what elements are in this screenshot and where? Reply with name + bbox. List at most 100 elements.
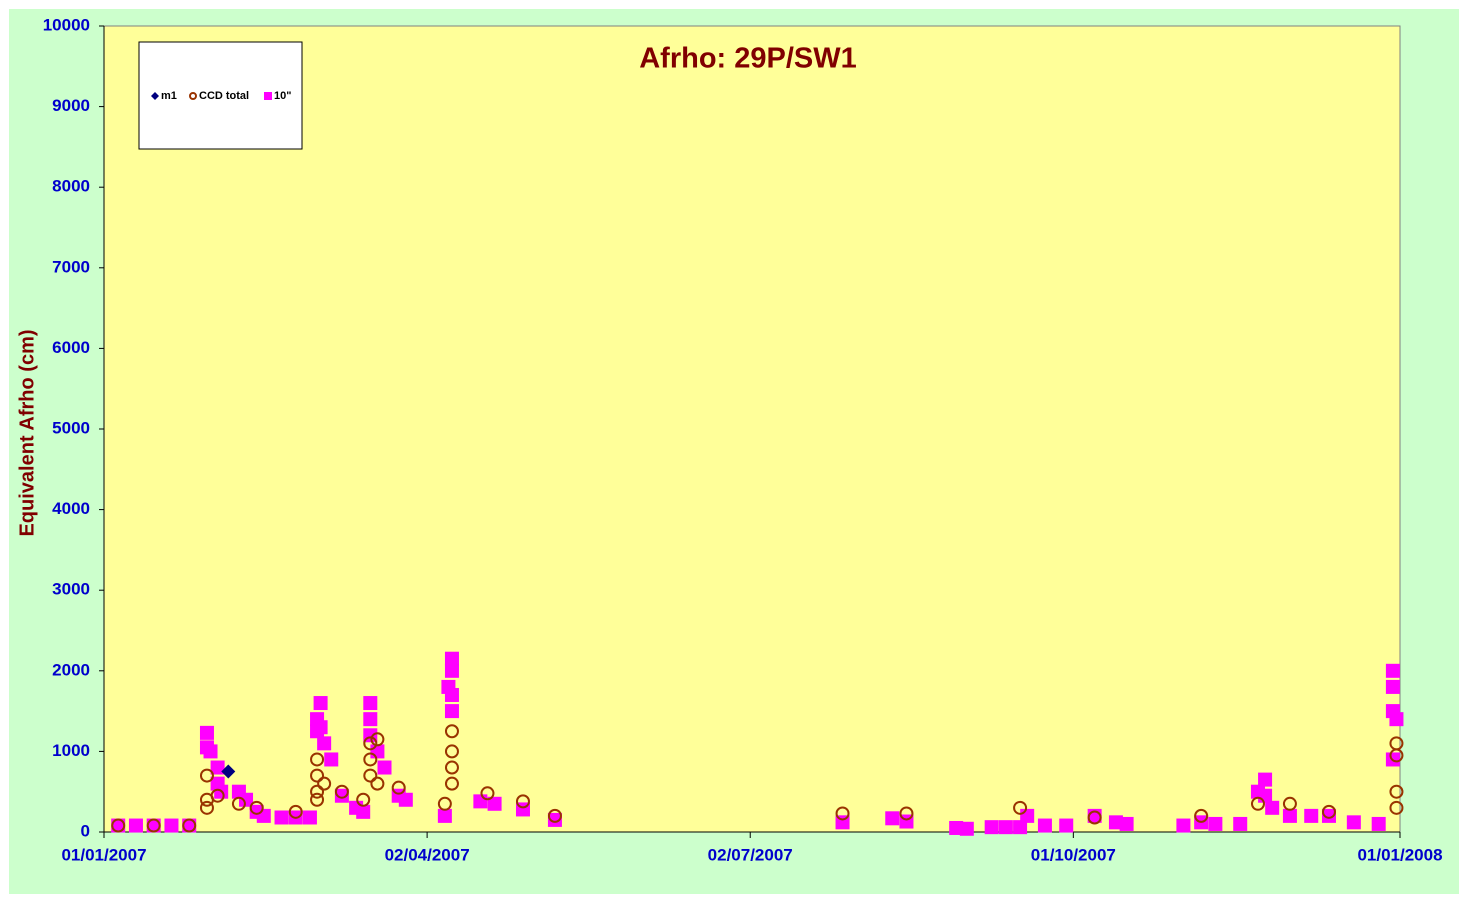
marker-square <box>182 818 197 833</box>
x-tick-label: 02/07/2007 <box>708 845 793 864</box>
marker-square <box>164 818 179 833</box>
chart-title: Afrho: 29P/SW1 <box>639 43 857 75</box>
marker-circle <box>1013 800 1028 815</box>
marker-square <box>1037 818 1052 833</box>
marker-circle <box>310 792 325 807</box>
marker-square <box>1258 772 1273 787</box>
marker-square <box>1176 818 1191 833</box>
y-tick-label: 2000 <box>52 660 90 679</box>
y-tick-label: 7000 <box>52 257 90 276</box>
marker-square <box>1282 808 1297 823</box>
marker-circle <box>1389 784 1404 799</box>
marker-square <box>210 760 225 775</box>
marker-circle <box>210 788 225 803</box>
marker-circle <box>231 796 246 811</box>
marker-circle <box>182 818 197 833</box>
marker-circle <box>363 752 378 767</box>
x-tick-label: 01/01/2008 <box>1357 845 1442 864</box>
legend-label: CCD total <box>199 90 249 102</box>
marker-square <box>274 810 289 825</box>
marker-square <box>1059 818 1074 833</box>
x-tick-label: 02/04/2007 <box>385 845 470 864</box>
marker-square <box>1321 808 1336 823</box>
marker-circle <box>334 784 349 799</box>
y-tick-label: 0 <box>81 821 90 840</box>
marker-circle <box>1321 804 1336 819</box>
marker-circle <box>444 724 459 739</box>
marker-square <box>1258 788 1273 803</box>
marker-square <box>487 796 502 811</box>
marker-square <box>1385 679 1400 694</box>
marker-square <box>444 687 459 702</box>
marker-square <box>1013 820 1028 835</box>
marker-circle <box>370 732 385 747</box>
marker-circle <box>444 776 459 791</box>
marker-square <box>473 794 488 809</box>
y-tick-label: 3000 <box>52 580 90 599</box>
marker-square <box>1233 816 1248 831</box>
y-tick-label: 9000 <box>52 96 90 115</box>
legend-label: m1 <box>161 90 177 102</box>
marker-diamond <box>221 764 236 779</box>
marker-square <box>199 725 214 740</box>
y-tick-label: 6000 <box>52 338 90 357</box>
marker-square <box>398 792 413 807</box>
marker-circle <box>249 800 264 815</box>
marker-square <box>1108 815 1123 830</box>
marker-square <box>1208 816 1223 831</box>
marker-square <box>998 820 1013 835</box>
marker-circle <box>1282 796 1297 811</box>
marker-square <box>146 818 161 833</box>
marker-square <box>1304 808 1319 823</box>
marker-square <box>984 820 999 835</box>
marker-square <box>317 736 332 751</box>
marker-square <box>1385 663 1400 678</box>
marker-circle <box>310 784 325 799</box>
marker-circle <box>1087 810 1102 825</box>
y-tick-label: 1000 <box>52 741 90 760</box>
marker-circle <box>317 776 332 791</box>
marker-circle <box>835 806 850 821</box>
marker-square <box>547 812 562 827</box>
x-tick-label: 01/10/2007 <box>1031 845 1116 864</box>
marker-square <box>377 760 392 775</box>
marker-square <box>302 810 317 825</box>
x-tick-label: 01/01/2007 <box>61 845 146 864</box>
marker-square <box>356 804 371 819</box>
legend-box <box>138 41 303 150</box>
marker-square <box>111 818 126 833</box>
marker-circle <box>1389 800 1404 815</box>
marker-circle <box>288 804 303 819</box>
marker-square <box>313 696 328 711</box>
marker-circle <box>1389 748 1404 763</box>
marker-circle <box>391 780 406 795</box>
marker-circle <box>515 794 530 809</box>
marker-circle <box>199 768 214 783</box>
marker-square <box>1389 712 1404 727</box>
marker-circle <box>370 776 385 791</box>
marker-square <box>444 663 459 678</box>
marker-circle <box>111 818 126 833</box>
marker-square <box>334 788 349 803</box>
marker-square <box>1119 816 1134 831</box>
marker-circle <box>547 808 562 823</box>
marker-circle <box>437 796 452 811</box>
marker-square <box>363 712 378 727</box>
marker-square <box>256 808 271 823</box>
marker-circle <box>444 744 459 759</box>
marker-square <box>128 818 143 833</box>
marker-square <box>239 792 254 807</box>
marker-circle <box>310 752 325 767</box>
marker-circle <box>356 792 371 807</box>
y-tick-label: 4000 <box>52 499 90 518</box>
y-axis-label: Equivalent Afrho (cm) <box>16 329 38 536</box>
marker-circle <box>899 806 914 821</box>
marker-circle <box>363 736 378 751</box>
marker-circle <box>146 818 161 833</box>
marker-square <box>203 744 218 759</box>
marker-circle <box>199 800 214 815</box>
marker-square <box>370 744 385 759</box>
marker-square <box>444 704 459 719</box>
